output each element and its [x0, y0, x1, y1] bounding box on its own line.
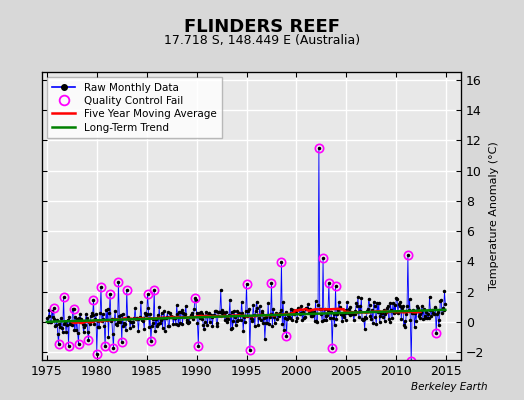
Text: FLINDERS REEF: FLINDERS REEF [184, 18, 340, 36]
Text: Berkeley Earth: Berkeley Earth [411, 382, 487, 392]
Y-axis label: Temperature Anomaly (°C): Temperature Anomaly (°C) [488, 142, 498, 290]
Text: 17.718 S, 148.449 E (Australia): 17.718 S, 148.449 E (Australia) [164, 34, 360, 47]
Legend: Raw Monthly Data, Quality Control Fail, Five Year Moving Average, Long-Term Tren: Raw Monthly Data, Quality Control Fail, … [47, 77, 222, 138]
